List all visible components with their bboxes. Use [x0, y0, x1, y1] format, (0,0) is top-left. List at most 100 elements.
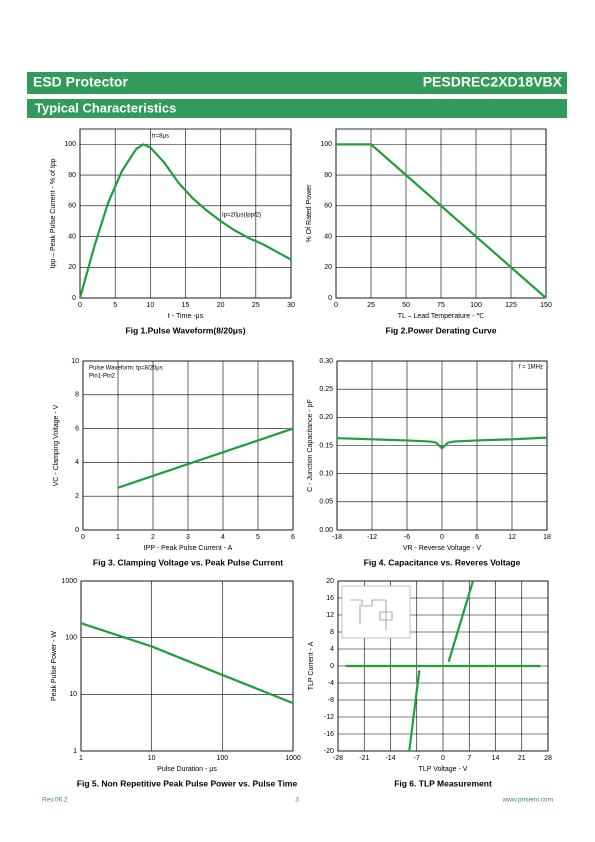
x-tick-label: -12: [367, 534, 377, 541]
chart-caption: Fig 5. Non Repetitive Peak Pulse Power v…: [77, 778, 298, 788]
x-tick-label: 75: [437, 302, 445, 309]
x-tick-label: -6: [404, 534, 410, 541]
x-tick-label: 0: [440, 534, 444, 541]
y-tick-label: -20: [324, 748, 334, 755]
y-tick-label: -8: [328, 697, 334, 704]
x-tick-label: 5: [113, 302, 117, 309]
x-tick-label: 5: [256, 534, 260, 541]
plot-area: [80, 580, 294, 752]
annotation: Ip=20μs(Ipp/2): [222, 213, 261, 219]
y-tick-label: 80: [68, 172, 76, 179]
annotation: tr=8μs: [152, 134, 169, 140]
x-tick-label: 28: [544, 755, 552, 762]
tlp-inset: [341, 585, 411, 639]
footer-page: 3: [295, 797, 299, 804]
x-tick-label: 0: [441, 755, 445, 762]
y-tick-label: 60: [324, 203, 332, 210]
series-line: [336, 143, 547, 299]
footer-right: www.prisemi.com: [501, 797, 553, 804]
x-tick-label: -28: [333, 755, 343, 762]
x-tick-label: 20: [217, 302, 225, 309]
y-axis-label: Peak Pulse Power - W: [51, 631, 58, 701]
x-tick-label: 3: [186, 534, 190, 541]
x-tick-label: 1: [79, 755, 83, 762]
chart-caption: Fig 3. Clamping Voltage vs. Peak Pulse C…: [93, 557, 283, 567]
x-tick-label: 100: [470, 302, 482, 309]
y-tick-label: 100: [64, 141, 76, 148]
x-axis-label: IPP - Peak Pulse Current - A: [144, 545, 233, 552]
x-tick-label: 0: [334, 302, 338, 309]
y-tick-label: -4: [328, 680, 334, 687]
y-tick-label: 20: [68, 264, 76, 271]
x-tick-label: 14: [492, 755, 500, 762]
x-tick-label: 1000: [285, 755, 301, 762]
y-tick-label: 100: [320, 141, 332, 148]
y-tick-label: 40: [324, 233, 332, 240]
header-left: ESD Protector: [33, 74, 128, 90]
series-line: [117, 427, 294, 489]
x-tick-label: 0: [81, 534, 85, 541]
y-tick-label: 4: [75, 459, 79, 466]
y-tick-label: 1000: [61, 578, 77, 585]
y-tick-label: 40: [68, 233, 76, 240]
chart-caption: Fig 2.Power Derating Curve: [386, 325, 497, 335]
x-tick-label: 6: [291, 534, 295, 541]
x-tick-label: 50: [402, 302, 410, 309]
y-tick-label: 6: [75, 425, 79, 432]
y-tick-label: 0: [330, 663, 334, 670]
x-tick-label: -18: [332, 534, 342, 541]
series-line: [80, 622, 294, 705]
y-tick-label: 2: [75, 493, 79, 500]
x-tick-label: 100: [216, 755, 228, 762]
y-tick-label: 0: [72, 295, 76, 302]
x-tick-label: -7: [414, 755, 420, 762]
annotation: f = 1MHz: [519, 365, 543, 371]
footer-left: Rev.06.2: [42, 797, 68, 804]
x-tick-label: 150: [540, 302, 552, 309]
y-axis-label: % Of Rated Power: [306, 184, 313, 243]
y-tick-label: 60: [68, 203, 76, 210]
x-tick-label: 10: [146, 302, 154, 309]
x-tick-label: 18: [543, 534, 551, 541]
y-tick-label: 8: [75, 392, 79, 399]
chart-caption: Fig 6. TLP Measurement: [394, 778, 492, 788]
y-tick-label: 0.20: [319, 414, 333, 421]
y-axis-label: TLP Current - A: [308, 641, 315, 690]
series-line: [336, 436, 548, 450]
y-tick-label: 0: [75, 527, 79, 534]
y-tick-label: 10: [69, 691, 77, 698]
x-axis-label: t - Time -μs: [168, 313, 204, 320]
x-tick-label: 0: [78, 302, 82, 309]
x-tick-label: -21: [359, 755, 369, 762]
y-tick-label: 0.10: [319, 471, 333, 478]
y-axis-label: VC - Clamping Voltage - V: [53, 404, 60, 486]
series-line: [78, 143, 292, 299]
x-axis-label: VR - Reverse Voltage - V: [403, 545, 482, 552]
x-tick-label: 25: [367, 302, 375, 309]
section-bar: [27, 99, 567, 118]
series-line: [345, 580, 541, 752]
y-tick-label: 0: [328, 295, 332, 302]
x-tick-label: 2: [151, 534, 155, 541]
header-bar: [27, 72, 567, 94]
y-tick-label: 1: [73, 748, 77, 755]
y-tick-label: 0.15: [319, 442, 333, 449]
y-tick-label: 4: [330, 646, 334, 653]
y-tick-label: -12: [324, 714, 334, 721]
x-tick-label: 15: [182, 302, 190, 309]
x-tick-label: 21: [518, 755, 526, 762]
header-right: PESDREC2XD18VBX: [423, 74, 563, 90]
section-title: Typical Characteristics: [35, 100, 176, 115]
x-tick-label: 4: [221, 534, 225, 541]
x-axis-label: TL – Lead Temperature - ℃: [398, 313, 485, 320]
y-tick-label: 0.25: [319, 386, 333, 393]
y-tick-label: 10: [71, 358, 79, 365]
annotation: Pin1-Pin2: [89, 374, 116, 380]
x-tick-label: 25: [252, 302, 260, 309]
x-tick-label: 125: [505, 302, 517, 309]
x-tick-label: -14: [385, 755, 395, 762]
x-tick-label: 1: [116, 534, 120, 541]
y-axis-label: Ipp – Peak Pulse Current - % of Ipp: [50, 158, 57, 268]
y-tick-label: 12: [326, 612, 334, 619]
